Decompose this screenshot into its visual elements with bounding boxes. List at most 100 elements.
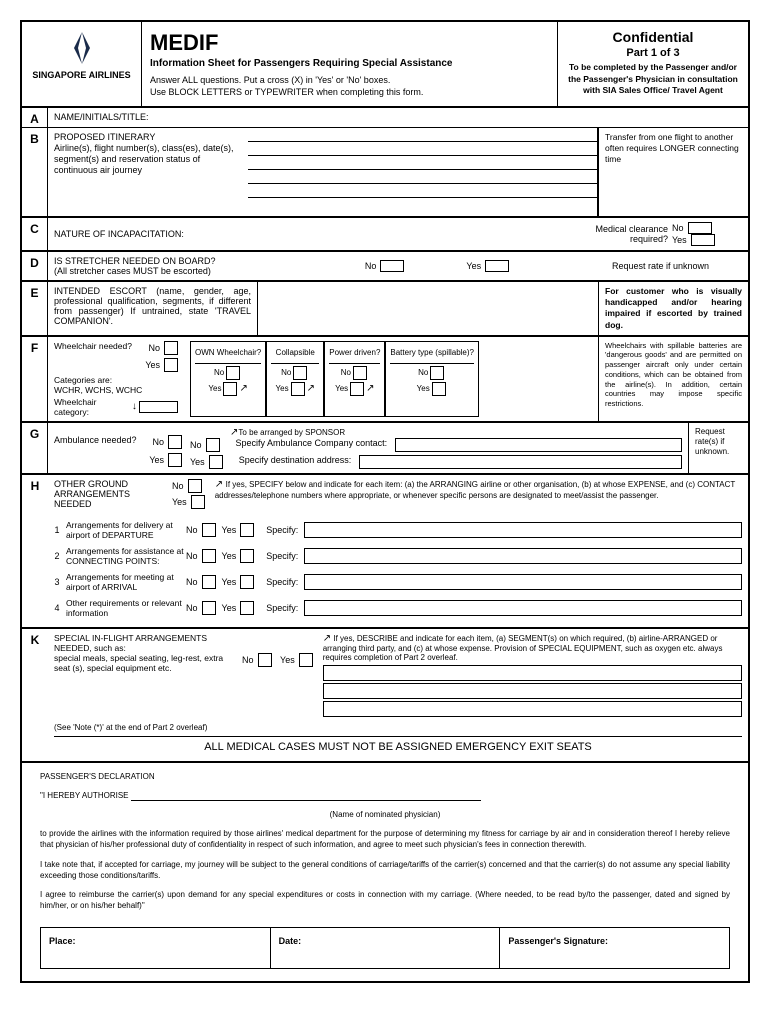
row-h: H OTHER GROUND ARRANGEMENTS NEEDED No Ye… [22, 475, 748, 515]
confidential-note: To be completed by the Passenger and/or … [564, 62, 742, 95]
row-k: K SPECIAL IN-FLIGHT ARRANGEMENTS NEEDED,… [22, 629, 748, 763]
g-arr-yes[interactable] [209, 455, 223, 469]
signature-field[interactable]: Passenger's Signature: [500, 928, 729, 968]
h1-yes[interactable] [240, 523, 254, 537]
g-company-input[interactable] [395, 438, 682, 452]
k-line-1[interactable] [323, 665, 742, 681]
airline-name: SINGAPORE AIRLINES [30, 70, 133, 80]
section-d: IS STRETCHER NEEDED ON BOARD? (All stret… [48, 252, 748, 280]
g-no[interactable] [168, 435, 182, 449]
form-title: MEDIF [150, 30, 549, 56]
section-b: PROPOSED ITINERARY Airline(s), flight nu… [48, 128, 598, 216]
f-bat-yes[interactable] [432, 382, 446, 396]
c-no-checkbox[interactable] [688, 222, 712, 234]
h2-yes[interactable] [240, 549, 254, 563]
exit-seat-warning: ALL MEDICAL CASES MUST NOT BE ASSIGNED E… [54, 736, 742, 757]
section-h: OTHER GROUND ARRANGEMENTS NEEDED No Yes … [48, 475, 748, 515]
date-field[interactable]: Date: [271, 928, 501, 968]
section-b-desc: PROPOSED ITINERARY Airline(s), flight nu… [48, 128, 248, 216]
section-g: Ambulance needed?No Yes ↗To be arranged … [48, 423, 688, 473]
g-yes[interactable] [168, 453, 182, 467]
section-f-side: Wheelchairs with spillable batteries are… [598, 337, 748, 421]
k-line-3[interactable] [323, 701, 742, 717]
airline-logo-cell: SINGAPORE AIRLINES [22, 22, 142, 106]
section-c: NATURE OF INCAPACITATION: Medical cleara… [48, 218, 748, 250]
title-cell: MEDIF Information Sheet for Passengers R… [142, 22, 558, 106]
letter-d: D [22, 252, 48, 280]
h3-no[interactable] [202, 575, 216, 589]
letter-b: B [22, 128, 48, 216]
f-own-yes[interactable] [223, 382, 237, 396]
h-subrows: 1Arrangements for delivery at airport of… [22, 515, 748, 629]
h2-no[interactable] [202, 549, 216, 563]
f-col-yes[interactable] [291, 382, 305, 396]
declaration-title: PASSENGER'S DECLARATION [40, 771, 730, 782]
confidential-label: Confidential [564, 28, 742, 46]
k-yes[interactable] [299, 653, 313, 667]
h2-specify[interactable] [304, 548, 742, 564]
form-subtitle: Information Sheet for Passengers Requiri… [150, 58, 549, 69]
h4-yes[interactable] [240, 601, 254, 615]
f-category-input[interactable] [139, 401, 178, 413]
section-f: Wheelchair needed?No Yes Categories are:… [48, 337, 598, 421]
g-arr-no[interactable] [206, 438, 220, 452]
section-e-label: INTENDED ESCORT (name, gender, age, prof… [48, 282, 258, 334]
section-g-side: Request rate(s) if unknown. [688, 423, 748, 473]
section-e-input[interactable] [258, 282, 598, 334]
h-yes[interactable] [191, 495, 205, 509]
g-address-input[interactable] [359, 455, 682, 469]
instruction-1: Answer ALL questions. Put a cross (X) in… [150, 75, 549, 87]
f-bat-no[interactable] [430, 366, 444, 380]
row-f: F Wheelchair needed?No Yes Categories ar… [22, 337, 748, 423]
h1-no[interactable] [202, 523, 216, 537]
c-yes-checkbox[interactable] [691, 234, 715, 246]
row-c: C NATURE OF INCAPACITATION: Medical clea… [22, 218, 748, 252]
row-d: D IS STRETCHER NEEDED ON BOARD? (All str… [22, 252, 748, 282]
section-k: SPECIAL IN-FLIGHT ARRANGEMENTS NEEDED, s… [48, 629, 748, 761]
f-wc-yes[interactable] [164, 358, 178, 372]
d-no-checkbox[interactable] [380, 260, 404, 272]
form-header: SINGAPORE AIRLINES MEDIF Information She… [22, 22, 748, 108]
arrow-icon: ↓ [132, 401, 137, 412]
row-a: A NAME/INITIALS/TITLE: [22, 108, 748, 128]
f-wc-no[interactable] [164, 341, 178, 355]
f-pow-yes[interactable] [350, 382, 364, 396]
part-label: Part 1 of 3 [564, 46, 742, 60]
h3-specify[interactable] [304, 574, 742, 590]
f-col-no[interactable] [293, 366, 307, 380]
k-no[interactable] [258, 653, 272, 667]
f-pow-no[interactable] [353, 366, 367, 380]
k-line-2[interactable] [323, 683, 742, 699]
row-e: E INTENDED ESCORT (name, gender, age, pr… [22, 282, 748, 336]
letter-f: F [22, 337, 48, 421]
f-own-no[interactable] [226, 366, 240, 380]
physician-name-input[interactable] [131, 791, 481, 801]
letter-h: H [22, 475, 48, 515]
letter-a: A [22, 108, 48, 127]
h4-specify[interactable] [304, 600, 742, 616]
h1-specify[interactable] [304, 522, 742, 538]
section-d-side: Request rate if unknown [612, 261, 742, 271]
signature-row: Place: Date: Passenger's Signature: [40, 927, 730, 969]
place-field[interactable]: Place: [41, 928, 271, 968]
row-b: B PROPOSED ITINERARY Airline(s), flight … [22, 128, 748, 218]
d-yes-checkbox[interactable] [485, 260, 509, 272]
letter-g: G [22, 423, 48, 473]
itinerary-lines[interactable] [248, 128, 598, 216]
medical-clearance-label: Medical clearance required? [582, 224, 672, 244]
section-c-label: NATURE OF INCAPACITATION: [54, 229, 582, 239]
f-wheelchair-needed: Wheelchair needed?No Yes Categories are:… [54, 341, 184, 417]
instruction-2: Use BLOCK LETTERS or TYPEWRITER when com… [150, 87, 549, 99]
letter-e: E [22, 282, 48, 334]
h3-yes[interactable] [240, 575, 254, 589]
confidential-cell: Confidential Part 1 of 3 To be completed… [558, 22, 748, 106]
medif-form: SINGAPORE AIRLINES MEDIF Information She… [20, 20, 750, 983]
declaration-section: PASSENGER'S DECLARATION "I HEREBY AUTHOR… [22, 763, 748, 928]
h-no[interactable] [188, 479, 202, 493]
section-e-side: For customer who is visually handicapped… [598, 282, 748, 334]
letter-k: K [22, 629, 48, 761]
airline-logo-icon [64, 30, 100, 66]
wheelchair-table: OWN Wheelchair?NoYes↗ CollapsibleNoYes↗ … [190, 341, 479, 417]
section-b-side: Transfer from one flight to another ofte… [598, 128, 748, 216]
h4-no[interactable] [202, 601, 216, 615]
